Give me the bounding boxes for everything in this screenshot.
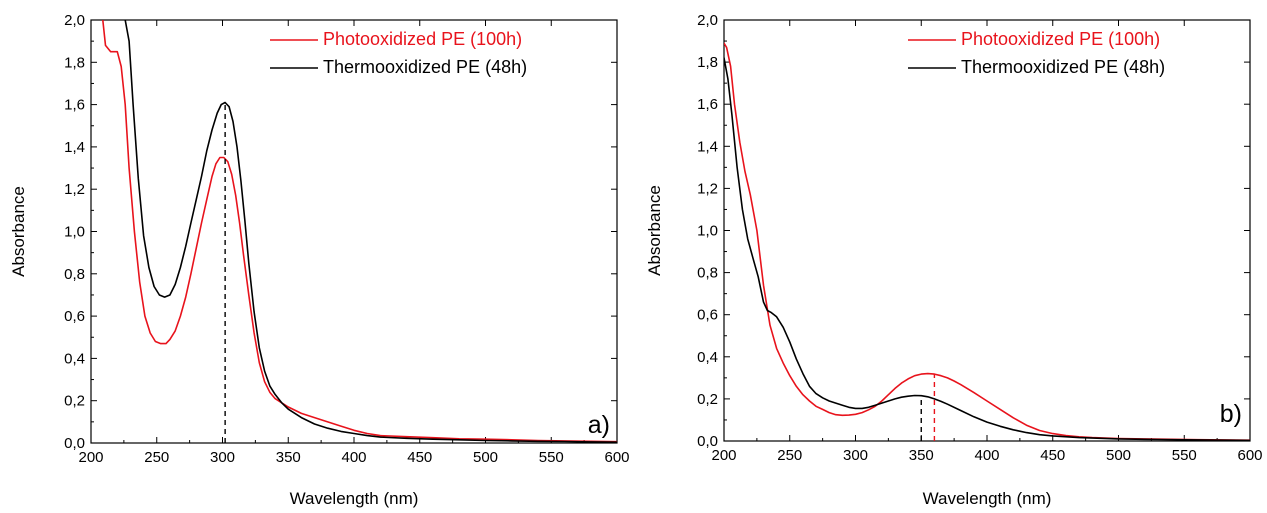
x-tick-label: 500 — [1106, 447, 1131, 464]
y-tick-label: 0,4 — [64, 350, 85, 367]
x-tick-label: 200 — [78, 449, 103, 466]
y-tick-label: 2,0 — [697, 12, 718, 29]
series-group — [102, 20, 617, 443]
x-tick-label: 600 — [604, 449, 629, 466]
y-tick-label: 1,6 — [697, 96, 718, 113]
y-tick-label: 0,0 — [64, 435, 85, 452]
x-tick-label: 350 — [276, 449, 301, 466]
y-tick-label: 1,4 — [64, 139, 85, 156]
y-tick-label: 1,0 — [64, 224, 85, 241]
legend-label: Photooxidized PE (100h) — [961, 29, 1160, 49]
x-tick-label: 400 — [341, 449, 366, 466]
series-line-photooxidized-pe-100h — [102, 20, 617, 443]
series-line-thermooxidized-pe-48h — [124, 20, 617, 443]
y-tick-label: 1,2 — [64, 181, 85, 198]
chart-panel-b: 200 250 300 350 400 450 500 550 600 0,0 0,2 0,4 0,6 0… — [645, 12, 1263, 508]
y-tick-label: 0,8 — [697, 265, 718, 282]
plot-frame — [723, 19, 1251, 442]
x-axis-label: Wavelength (nm) — [923, 489, 1052, 508]
legend-label: Thermooxidized PE (48h) — [961, 57, 1165, 77]
panel-label: b) — [1220, 400, 1242, 428]
y-tick-label: 2,0 — [64, 12, 85, 29]
x-tick-label: 250 — [777, 447, 802, 464]
legend-label: Thermooxidized PE (48h) — [323, 57, 527, 77]
x-tick-label: 250 — [144, 449, 169, 466]
x-axis-label: Wavelength (nm) — [290, 489, 419, 508]
y-axis-label: Absorbance — [645, 185, 664, 276]
series-line-photooxidized-pe-100h — [724, 42, 1250, 441]
x-tick-label: 550 — [539, 449, 564, 466]
y-tick-label: 0,4 — [697, 349, 718, 366]
chart-panel-a: 200 250 300 350 400 450 500 550 600 0,0 0,2 0,4 0,6 0… — [9, 12, 630, 508]
x-tick-label: 200 — [711, 447, 736, 464]
x-tick-label: 300 — [210, 449, 235, 466]
legend: Photooxidized PE (100h) Thermooxidized PE… — [270, 29, 527, 77]
x-tick-label: 350 — [909, 447, 934, 464]
y-tick-label: 0,6 — [697, 307, 718, 324]
y-tick-label: 1,8 — [697, 54, 718, 71]
y-tick-label: 1,6 — [64, 97, 85, 114]
series-group — [724, 42, 1250, 441]
y-tick-label: 1,2 — [697, 180, 718, 197]
x-tick-label: 600 — [1237, 447, 1262, 464]
panel-label: a) — [588, 411, 610, 439]
x-tick-label: 550 — [1172, 447, 1197, 464]
x-tick-label: 500 — [473, 449, 498, 466]
x-tick-label: 450 — [407, 449, 432, 466]
y-tick-label: 0,8 — [64, 266, 85, 283]
y-tick-label: 0,2 — [64, 393, 85, 410]
plot-frame — [90, 19, 618, 444]
legend: Photooxidized PE (100h) Thermooxidized PE… — [908, 29, 1165, 77]
y-tick-label: 1,8 — [64, 54, 85, 71]
y-tick-label: 0,2 — [697, 391, 718, 408]
y-tick-label: 0,0 — [697, 433, 718, 450]
y-tick-label: 1,0 — [697, 223, 718, 240]
x-tick-label: 400 — [974, 447, 999, 464]
x-tick-label: 300 — [843, 447, 868, 464]
x-tick-label: 450 — [1040, 447, 1065, 464]
legend-label: Photooxidized PE (100h) — [323, 29, 522, 49]
series-line-thermooxidized-pe-48h — [724, 57, 1250, 441]
y-tick-label: 1,4 — [697, 138, 718, 155]
y-axis-label: Absorbance — [9, 186, 28, 277]
y-tick-label: 0,6 — [64, 308, 85, 325]
